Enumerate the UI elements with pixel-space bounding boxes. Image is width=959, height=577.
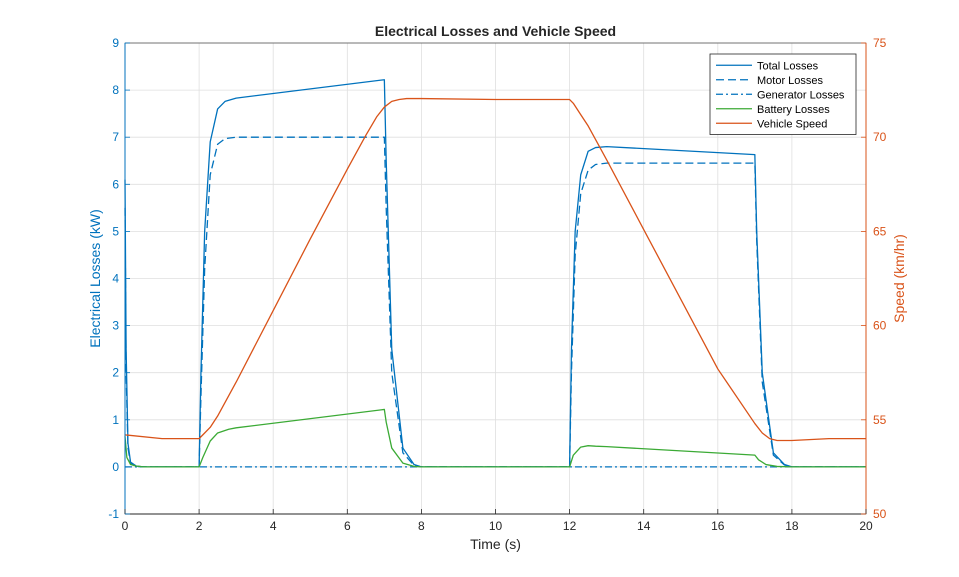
y-right-tick-label: 75 [873,36,887,50]
y-left-tick-label: 2 [112,366,119,380]
y-left-tick-label: 1 [112,413,119,427]
x-tick-label: 4 [270,519,277,533]
series-group [124,79,866,468]
legend-label-generator-losses: Generator Losses [757,89,845,101]
x-tick-label: 18 [785,519,799,533]
legend: Total Losses Motor Losses Generator Losses… [709,53,857,135]
y-left-tick-label: 9 [112,36,119,50]
y-left-tick-label: 5 [112,224,119,238]
legend-label-motor-losses: Motor Losses [757,75,824,87]
y-axis-left-label: Electrical Losses (kW) [87,209,103,347]
x-tick-label: 16 [711,519,725,533]
x-tick-label: 20 [859,519,873,533]
y-left-tick-label: 6 [112,177,119,191]
legend-label-battery-losses: Battery Losses [757,104,830,116]
y-axis-right-label: Speed (km/hr) [891,234,907,323]
y-left-tick-label: 3 [112,319,119,333]
x-tick-label: 8 [418,519,425,533]
x-tick-label: 14 [637,519,651,533]
series-line-battery-losses [124,408,866,468]
x-tick-label: 12 [563,519,577,533]
x-tick-label: 10 [489,519,503,533]
y-left-tick-label: 8 [112,83,119,97]
y-left-tick-label: 0 [112,460,119,474]
x-tick-label: 0 [122,519,129,533]
y-right-tick-label: 65 [873,224,887,238]
legend-label-vehicle-speed: Vehicle Speed [757,118,827,130]
y-left-tick-label: 7 [112,130,119,144]
series-line-vehicle-speed [124,97,866,442]
chart-title: Electrical Losses and Vehicle Speed [375,23,616,39]
y-right-tick-label: 50 [873,507,887,521]
y-right-tick-label: 70 [873,130,887,144]
axes: 0 2 4 6 8 10 12 14 16 18 20-1012345678950556065707… [108,36,886,533]
legend-label-total-losses: Total Losses [757,60,819,72]
x-axis-label: Time (s) [470,536,521,552]
y-right-tick-label: 60 [873,319,887,333]
y-right-tick-label: 55 [873,413,887,427]
y-left-tick-label: -1 [108,507,119,521]
x-tick-label: 2 [196,519,203,533]
series-line-motor-losses [124,136,866,468]
y-left-tick-label: 4 [112,272,119,286]
x-tick-label: 6 [344,519,351,533]
